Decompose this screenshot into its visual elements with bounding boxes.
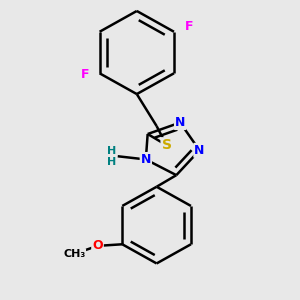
Text: H: H <box>106 157 116 167</box>
Text: N: N <box>194 144 205 157</box>
Text: N: N <box>175 116 185 129</box>
Text: F: F <box>184 20 193 34</box>
Text: S: S <box>161 138 172 152</box>
Text: F: F <box>80 68 89 81</box>
Text: N: N <box>141 153 151 166</box>
Text: O: O <box>92 239 103 252</box>
Text: H: H <box>106 146 116 155</box>
Text: CH₃: CH₃ <box>63 249 86 259</box>
